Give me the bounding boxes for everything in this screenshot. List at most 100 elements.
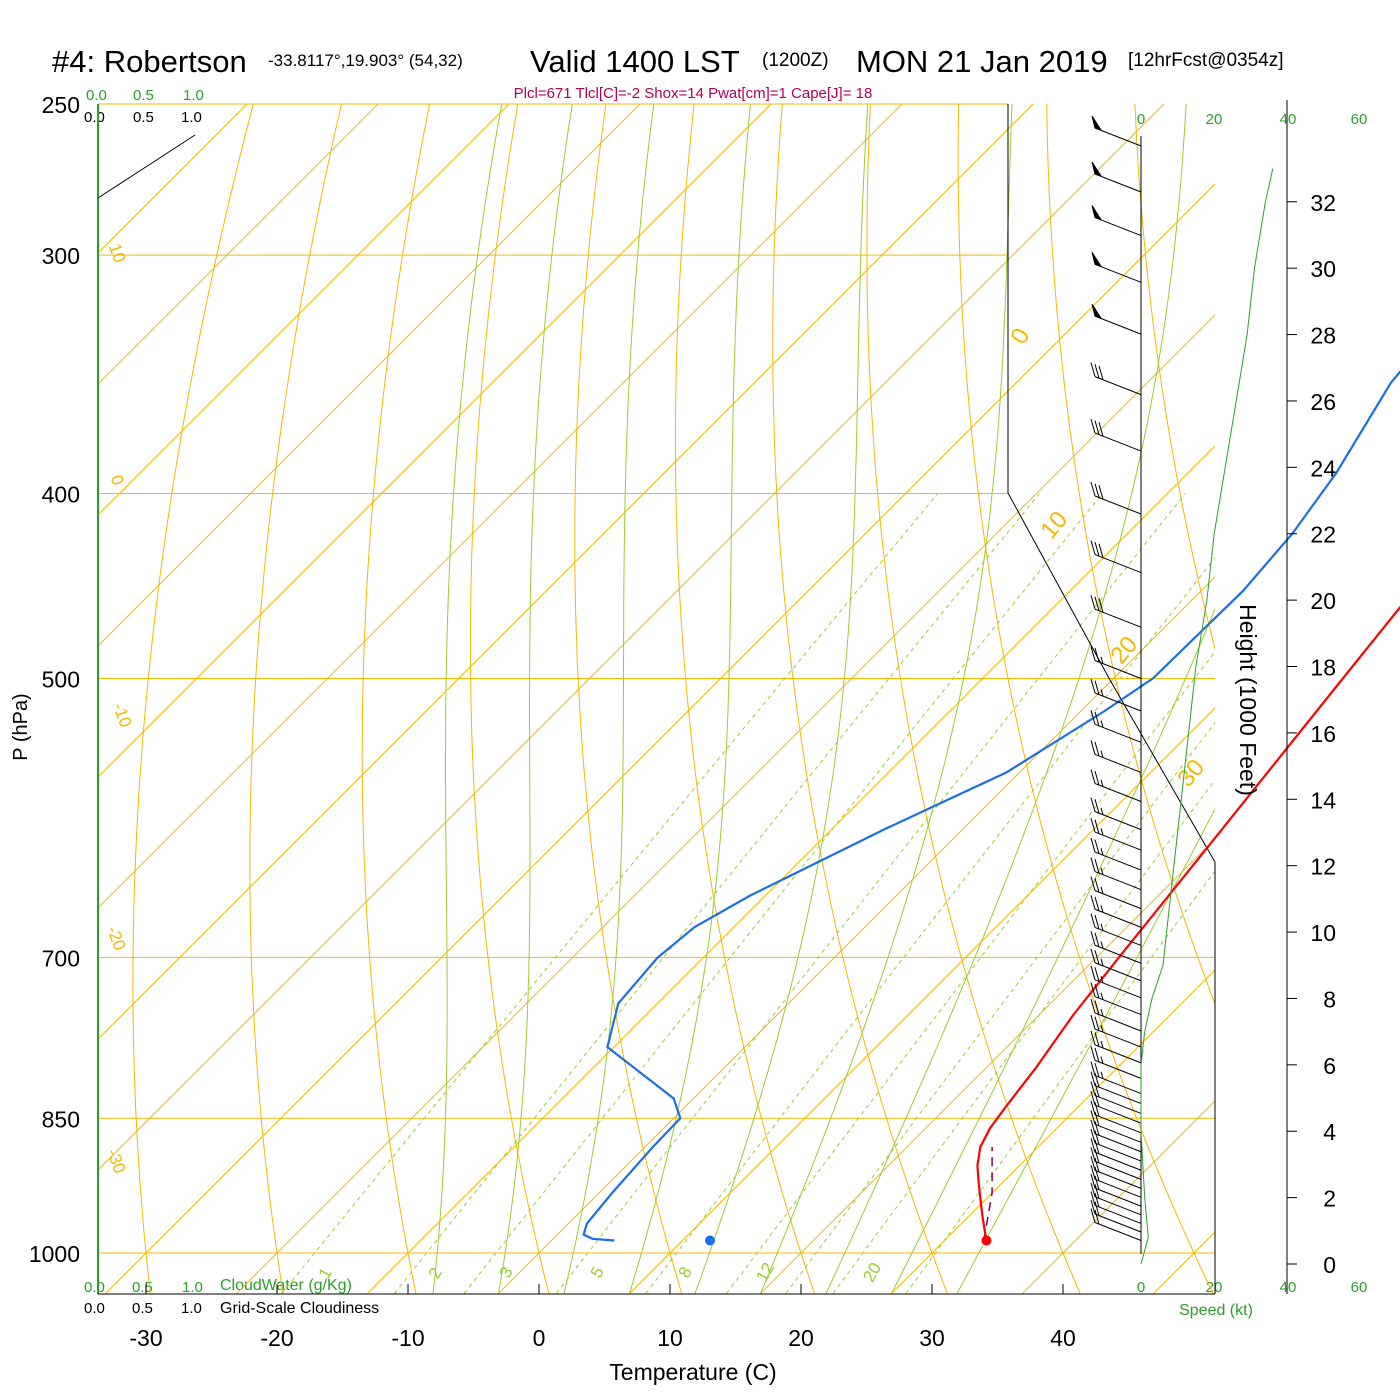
isotherm-label: -20: [103, 923, 129, 953]
wind-barb-half-flag: [1100, 867, 1104, 875]
wind-barb: [1091, 303, 1142, 335]
isotherm-label: -30: [103, 1146, 129, 1176]
wind-barb: [1090, 1199, 1142, 1233]
valid-time: Valid 1400 LST: [530, 44, 740, 79]
wind-barb-flag: [1094, 1130, 1100, 1145]
wind-barb-flag: [1090, 1208, 1096, 1223]
wind-barb: [1090, 481, 1142, 515]
isotherm-line: [105, 183, 1215, 1294]
wind-barb-staff: [1094, 173, 1142, 193]
wind-barb-flag: [1090, 1147, 1096, 1162]
wind-barb-staff: [1094, 1104, 1142, 1124]
temperature-tick-label: -10: [391, 1325, 424, 1351]
wind-barb-staff: [1094, 890, 1142, 910]
wind-barb: [1090, 540, 1142, 574]
wind-barb-half-flag: [1100, 1025, 1104, 1033]
wind-barb-flag: [1098, 365, 1104, 380]
cloudwater-tick: 0.5: [132, 1279, 153, 1296]
dry-adiabat-line: [675, 104, 815, 1294]
wind-barbs: [1090, 115, 1142, 1254]
pressure-tick-label: 1000: [29, 1241, 80, 1267]
isotherm-line: [236, 314, 1215, 1294]
wind-barb-staff: [1094, 723, 1142, 743]
moist-adiabat-line: [891, 607, 1215, 1294]
wind-barb-flag: [1094, 1192, 1100, 1208]
wind-barb: [1090, 1208, 1142, 1241]
wind-barb: [1090, 895, 1142, 928]
isotherm-label: -10: [109, 700, 135, 730]
dry-adiabat-lines: [132, 104, 1215, 1294]
wind-barb-flag: [1094, 1102, 1100, 1117]
wind-barb: [1090, 1138, 1142, 1171]
forecast-run: [12hrFcst@0354z]: [1128, 50, 1284, 71]
wind-barb-pennant: [1091, 303, 1103, 320]
wind-barb-half-flag: [1100, 941, 1104, 949]
cloudiness-label: Grid-Scale Cloudiness: [220, 1300, 379, 1317]
isotherm-lines: [98, 104, 1215, 1294]
wind-barb-half-flag: [1100, 1071, 1104, 1079]
wind-barb-flag: [1090, 740, 1096, 755]
wind-barb: [1090, 1128, 1142, 1162]
wind-barb: [1090, 1191, 1142, 1224]
wind-barb: [1090, 837, 1142, 871]
speed-tick: 40: [1280, 111, 1297, 128]
wind-barb-staff: [1094, 1085, 1142, 1105]
wind-barb-half-flag: [1100, 656, 1104, 664]
wind-barb-flag: [1094, 914, 1100, 930]
isotherm-line: [629, 707, 1215, 1294]
wind-barb-staff: [1094, 376, 1142, 396]
wind-barb: [1090, 1030, 1142, 1064]
wind-barb-flag: [1090, 837, 1096, 853]
wind-barb-half-flag: [1100, 750, 1104, 758]
wind-barb-staff: [1094, 783, 1142, 802]
wind-barb: [1090, 817, 1142, 851]
cloudwater-tick: 1.0: [183, 87, 204, 104]
wind-barb-flag: [1094, 932, 1100, 948]
wind-barb-flag: [1090, 1156, 1096, 1171]
wind-barb: [1090, 948, 1142, 982]
wind-barb: [1090, 646, 1142, 679]
wind-barb-flag: [1090, 817, 1096, 833]
mixing-ratio-line: [394, 493, 1040, 1294]
wind-barb: [1090, 913, 1142, 946]
temperature-tick-label: 20: [788, 1325, 814, 1351]
wind-barb-staff: [1094, 1133, 1142, 1153]
wind-barb-half-flag: [1100, 886, 1104, 894]
wind-barb: [1090, 1182, 1142, 1216]
height-tick-label: 4: [1323, 1119, 1336, 1145]
chart-frame: [97, 104, 1216, 1295]
wind-barb-flag: [1094, 1121, 1100, 1136]
speed-tick: 60: [1351, 1279, 1368, 1296]
wind-barb-half-flag: [1100, 923, 1104, 931]
cloudiness-tick: 0.0: [84, 109, 105, 126]
plot-outline: [1007, 104, 1216, 1294]
wind-barb-staff: [1094, 1075, 1142, 1095]
sounding-profiles: [582, 370, 1400, 1246]
isotherm-line: [1153, 1231, 1215, 1294]
wind-barb-flag: [1090, 1191, 1096, 1206]
height-tick-label: 8: [1323, 986, 1336, 1012]
wind-barb-flag: [1090, 1030, 1096, 1045]
isotherm-line: [98, 104, 1165, 1171]
wind-barb-flag: [1094, 542, 1100, 557]
mixing-ratio-line: [785, 721, 1215, 1294]
wind-barb-half-flag: [1100, 828, 1104, 836]
temperature-tick-label: -20: [260, 1325, 293, 1351]
wind-barb-flag: [1090, 710, 1096, 725]
wind-barb: [1090, 857, 1142, 891]
height-tick-label: 12: [1310, 854, 1336, 880]
pressure-tick-label: 700: [42, 945, 80, 971]
height-tick-label: 26: [1310, 389, 1336, 415]
wind-barb-flag: [1094, 878, 1100, 893]
temperature-tick-label: -30: [129, 1325, 162, 1351]
cloudiness-tick: 1.0: [181, 109, 202, 126]
wind-barb-flag: [1094, 364, 1100, 379]
wind-barb-staff: [1094, 495, 1142, 515]
wind-barb-pennant: [1091, 161, 1103, 177]
wind-barb: [1091, 252, 1142, 283]
height-tick-label: 14: [1310, 787, 1336, 813]
wind-barb-flag: [1094, 1092, 1100, 1107]
wind-barb-flag: [1090, 362, 1096, 377]
height-tick-label: 24: [1310, 455, 1336, 481]
